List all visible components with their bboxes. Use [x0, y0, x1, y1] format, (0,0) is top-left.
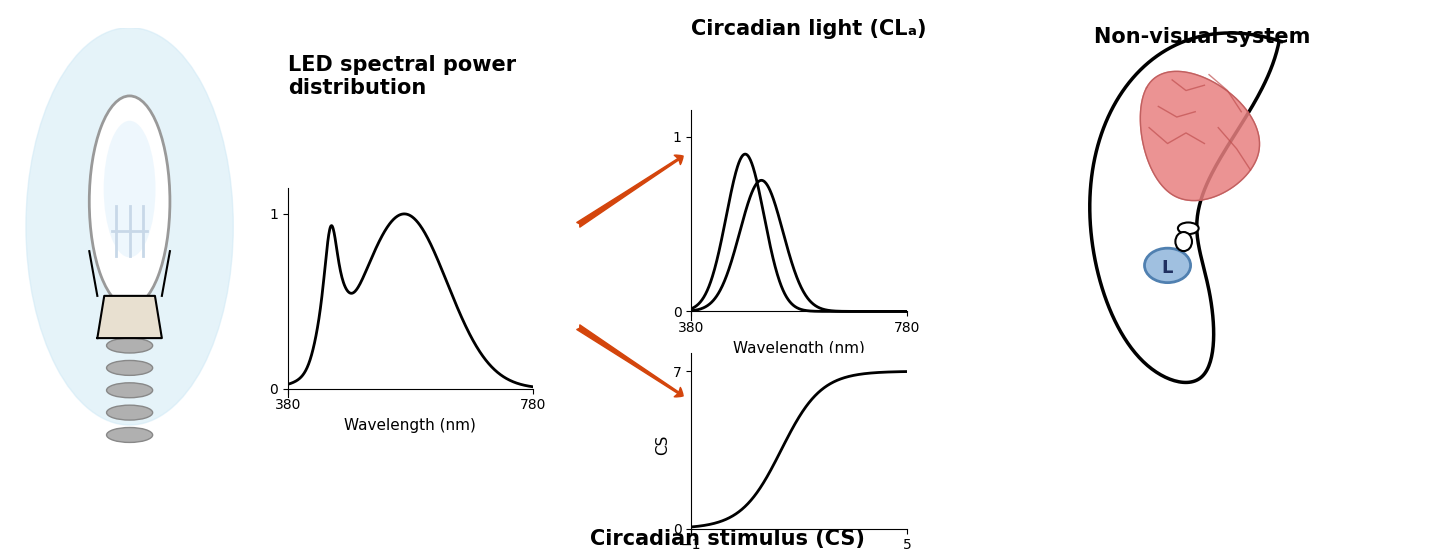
Text: Circadian stimulus (CS): Circadian stimulus (CS) — [590, 529, 864, 549]
Ellipse shape — [107, 427, 153, 442]
Ellipse shape — [104, 121, 156, 257]
Ellipse shape — [107, 360, 153, 375]
Polygon shape — [1140, 71, 1260, 200]
Text: Circadian light (CLₐ): Circadian light (CLₐ) — [691, 19, 927, 39]
Ellipse shape — [1178, 222, 1198, 234]
X-axis label: Wavelength (nm): Wavelength (nm) — [733, 341, 865, 355]
Ellipse shape — [107, 405, 153, 420]
Text: Non-visual system: Non-visual system — [1094, 27, 1310, 47]
Ellipse shape — [107, 383, 153, 397]
Text: LED spectral power
distribution: LED spectral power distribution — [288, 55, 516, 98]
Polygon shape — [98, 296, 161, 338]
Ellipse shape — [26, 28, 233, 425]
Ellipse shape — [89, 96, 170, 307]
Circle shape — [1175, 232, 1192, 251]
Text: L: L — [1162, 259, 1174, 277]
Ellipse shape — [1145, 248, 1191, 283]
Ellipse shape — [107, 338, 153, 353]
Y-axis label: CS: CS — [655, 434, 670, 454]
X-axis label: Wavelength (nm): Wavelength (nm) — [344, 418, 477, 433]
